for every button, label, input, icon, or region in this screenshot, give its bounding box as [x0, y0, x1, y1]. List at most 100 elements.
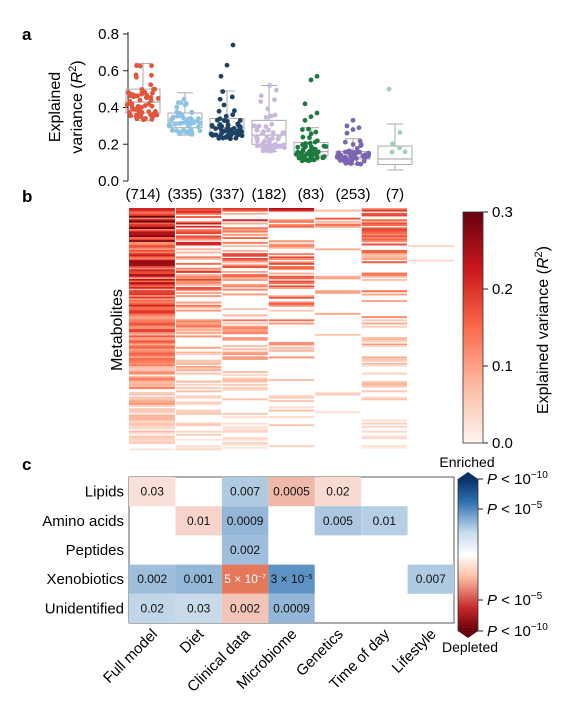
heatmap-cell [361, 227, 408, 230]
heatmap-cell [175, 430, 223, 433]
heatmap-cell [175, 372, 223, 375]
box-point [150, 90, 155, 96]
heatmap-cell [175, 367, 223, 370]
box-outlier-point [386, 86, 392, 92]
heatmap-cell [268, 219, 316, 222]
heatmap-cell [175, 228, 223, 231]
box-point [154, 112, 160, 118]
heatmap-cell [129, 354, 176, 357]
panel-a-y-ticks: 0.0 0.2 0.4 0.6 0.8 [98, 26, 128, 190]
heatmap-cell [175, 320, 223, 323]
box-point [217, 96, 223, 102]
heatmap-cell [129, 375, 176, 378]
heatmap-cell [129, 267, 176, 270]
heatmap-cell [268, 253, 316, 256]
heatmap-cell [175, 287, 223, 290]
box-point [299, 158, 305, 164]
box-point [273, 87, 279, 93]
box-point [189, 110, 195, 116]
box-point [218, 134, 223, 140]
heatmap-cell [175, 383, 223, 386]
heatmap-cell [221, 228, 269, 231]
enrichment-cell [175, 593, 222, 623]
heatmap-cell [361, 235, 408, 238]
heatmap-cell [129, 348, 176, 351]
heatmap-cell [129, 277, 176, 280]
heatmap-cell [175, 280, 223, 283]
box-outlier-point [224, 62, 230, 68]
heatmap-cell [221, 377, 269, 380]
box-point [144, 92, 150, 98]
heatmap-cell [221, 283, 269, 286]
box-point [146, 109, 152, 115]
heatmap-cell [221, 245, 269, 248]
enrichment-cell-value: 0.0009 [227, 514, 264, 528]
box-point [217, 116, 223, 122]
heatmap-cell [314, 220, 362, 223]
heatmap-cell [129, 432, 176, 435]
heatmap-cell [175, 433, 223, 436]
panel-a-count-label: (335) [167, 186, 202, 203]
heatmap-cell [268, 277, 316, 280]
panel-a-count-label: (714) [125, 186, 160, 203]
box-point [149, 103, 155, 109]
heatmap-cell [175, 288, 223, 291]
box-point [273, 144, 279, 150]
box-point [267, 148, 273, 154]
heatmap-cell [221, 325, 269, 328]
box-point [321, 143, 327, 149]
heatmap-cell [361, 396, 408, 399]
heatmap-cell [129, 230, 176, 233]
box-point [149, 72, 154, 78]
heatmap-cell [361, 237, 408, 240]
heatmap-cell [221, 398, 269, 401]
heatmap-cell [268, 416, 316, 419]
heatmap-cell [129, 343, 176, 346]
heatmap-colorbar-label: Explained variance (R2) [533, 246, 552, 414]
panel-a-count-label: (337) [209, 186, 244, 203]
box-point [307, 140, 313, 146]
heatmap-cell [314, 224, 362, 227]
box-point [178, 100, 184, 106]
box-point [264, 134, 270, 140]
heatmap-cell [129, 243, 176, 246]
enrichment-cell-value: 0.002 [230, 543, 260, 557]
heatmap-cell [129, 438, 176, 441]
panel-a-count-label: (7) [386, 186, 404, 203]
box-point [397, 145, 402, 151]
heatmap-cell [129, 367, 176, 370]
heatmap-cell [221, 329, 269, 331]
box-point [179, 120, 185, 126]
heatmap-cell [129, 437, 176, 440]
heatmap-cell [221, 429, 269, 431]
heatmap-cell [268, 356, 316, 359]
enrichment-cell-value: 5 × 10−7 [224, 572, 266, 586]
heatmap-cell [268, 266, 316, 269]
box-point [268, 144, 274, 149]
heatmap-cell [129, 380, 176, 383]
heatmap-cell [361, 390, 408, 393]
box-point [231, 108, 237, 114]
heatmap-cell [129, 217, 176, 220]
box-point [366, 150, 372, 156]
box-point [235, 122, 241, 128]
box-point [254, 143, 260, 149]
heatmap-cell [129, 424, 176, 427]
box-point [129, 101, 135, 107]
box-point [253, 134, 259, 140]
box-point [308, 144, 314, 150]
heatmap-cell [221, 416, 269, 419]
box-point [172, 121, 178, 127]
heatmap-cell [175, 208, 223, 210]
heatmap-cell [361, 445, 408, 448]
heatmap-cell [129, 411, 176, 414]
heatmap-cell [268, 296, 316, 299]
heatmap-cell [268, 409, 316, 412]
heatmap-cell [361, 437, 408, 440]
heatmap-cell [129, 298, 176, 301]
box-point [181, 96, 187, 102]
heatmap-cell [129, 320, 176, 323]
heatmap-cell [175, 269, 223, 272]
heatmap-cell [361, 238, 408, 241]
heatmap-cell [129, 325, 176, 328]
